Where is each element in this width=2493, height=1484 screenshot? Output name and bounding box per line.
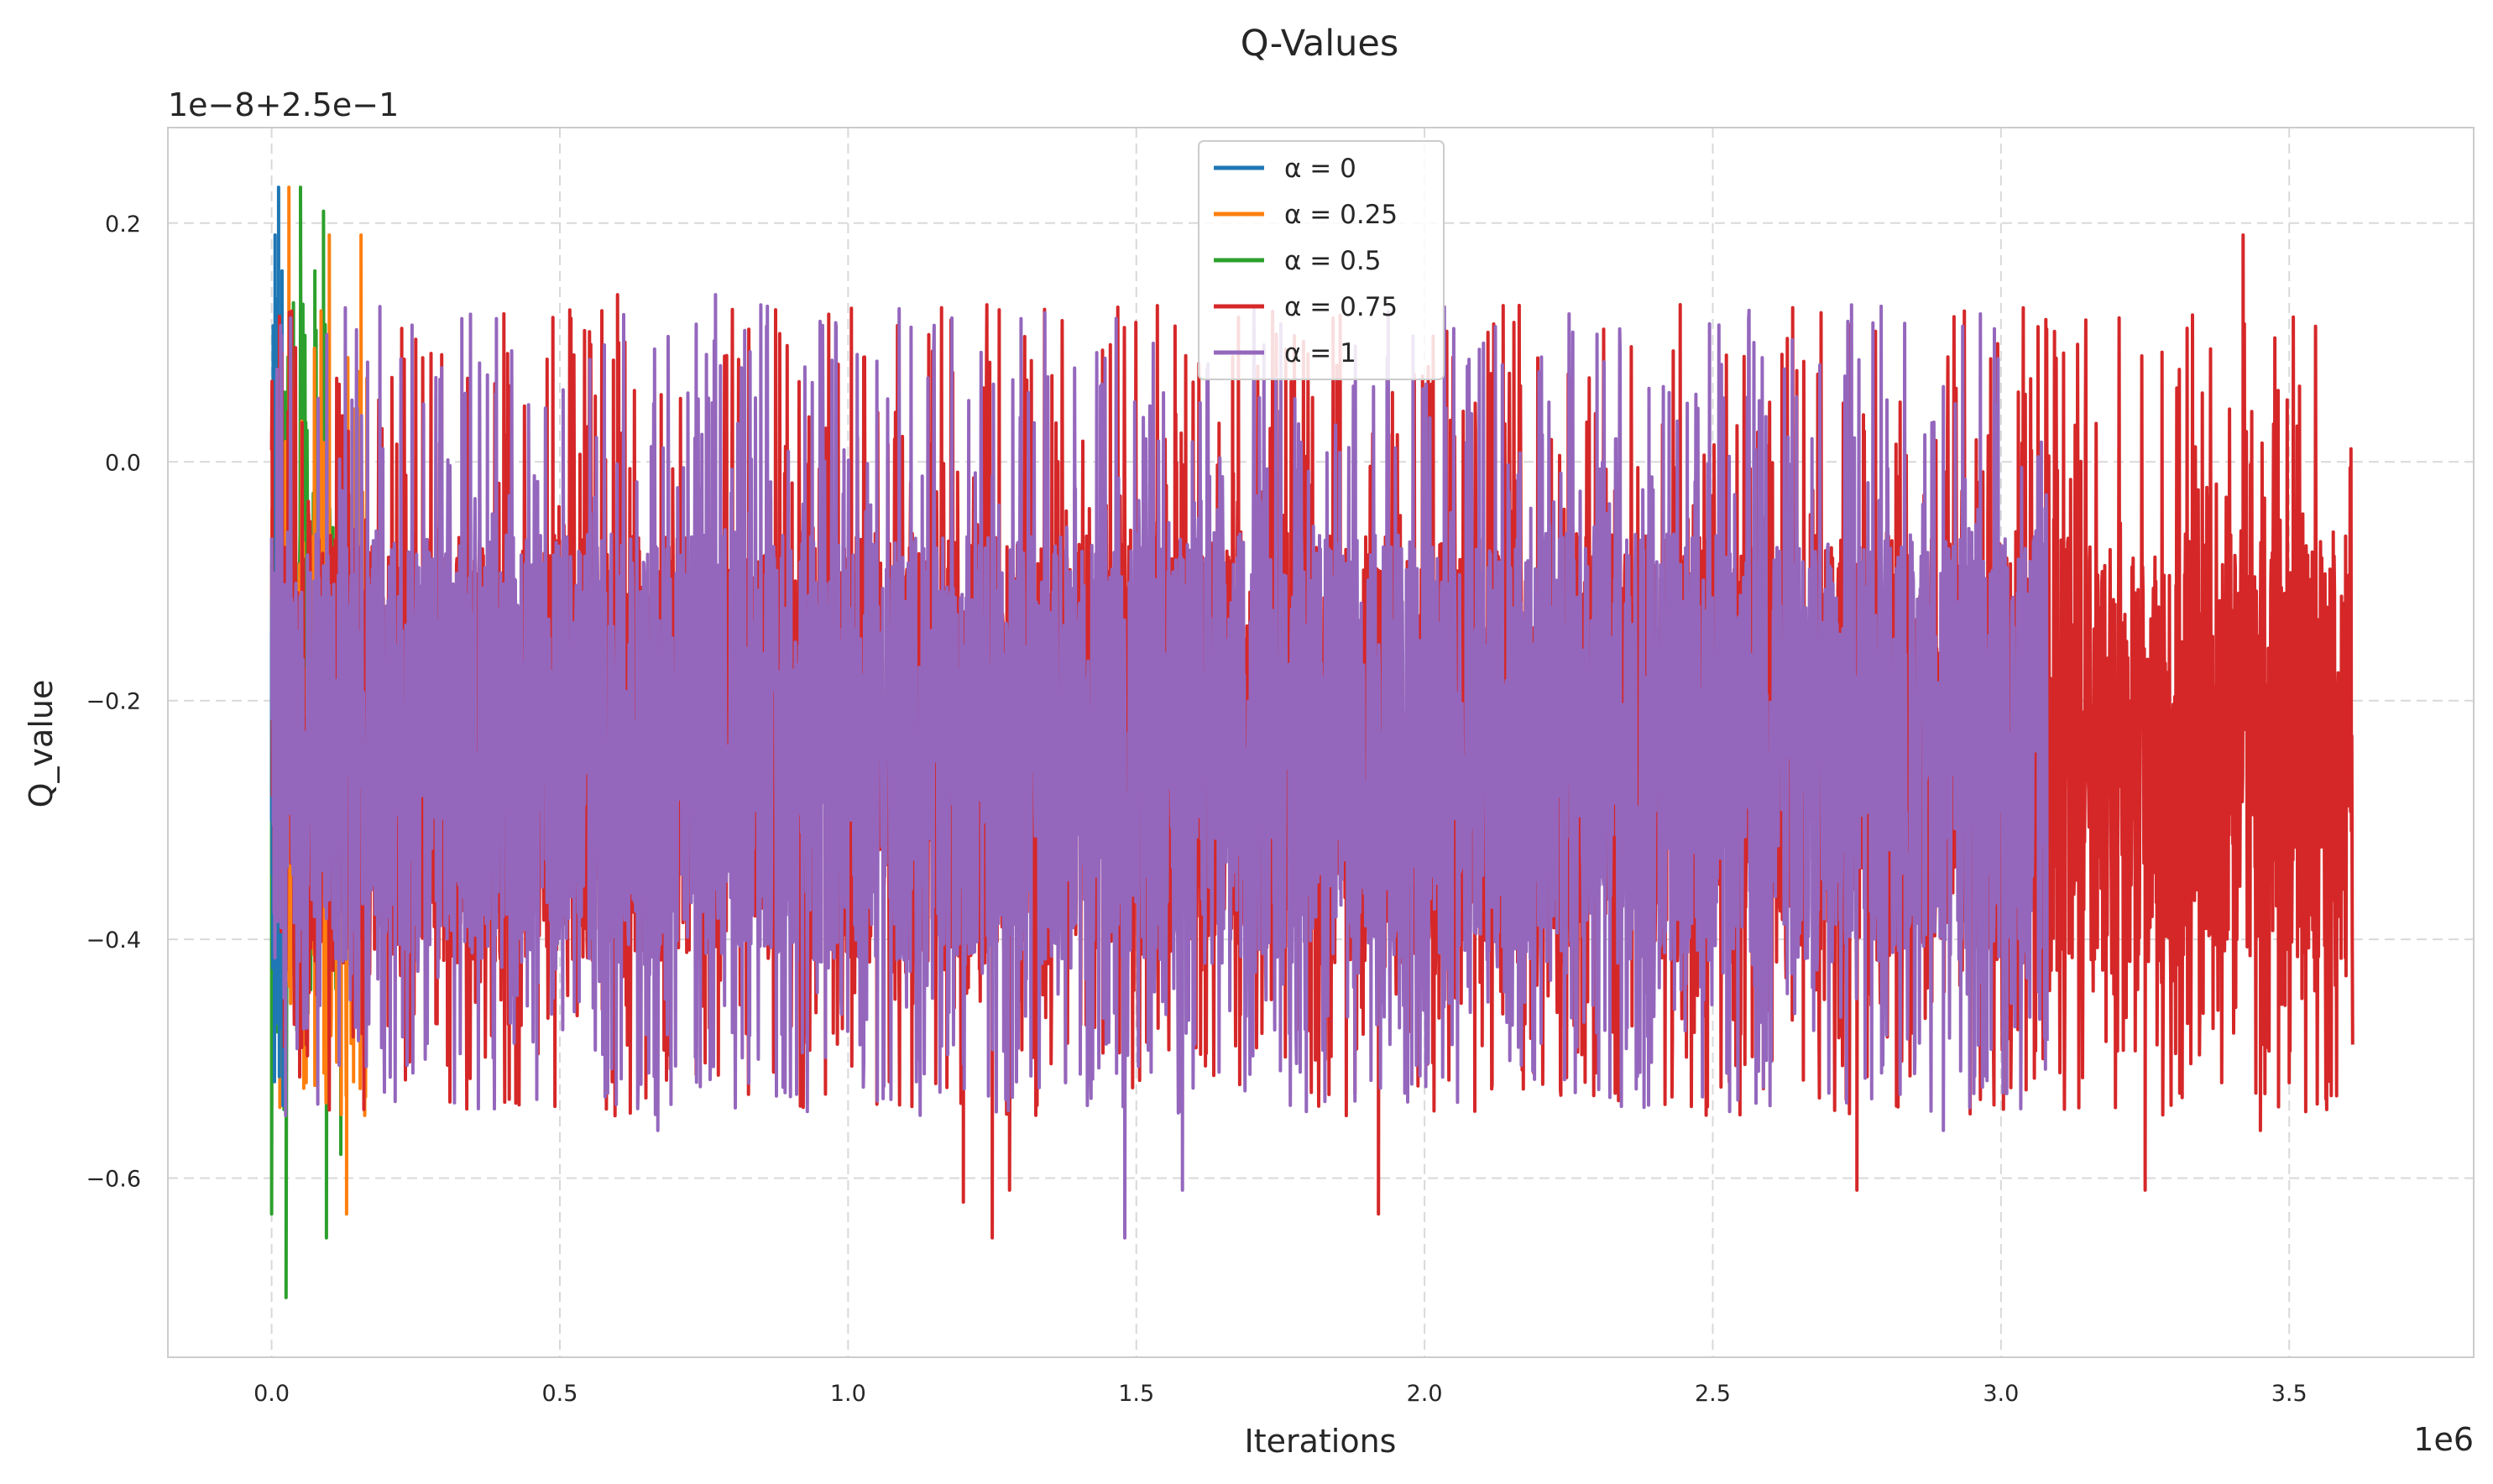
y-offset-text: 1e−8+2.5e−1: [168, 86, 399, 123]
legend-label-1: α = 0.25: [1284, 200, 1398, 230]
x-tick-label: 3.5: [2271, 1381, 2307, 1407]
x-offset-text: 1e6: [2413, 1421, 2474, 1458]
x-tick-label: 2.0: [1407, 1381, 1443, 1407]
x-tick-label: 1.5: [1118, 1381, 1154, 1407]
legend-label-4: α = 1: [1284, 338, 1356, 368]
x-tick-label: 3.0: [1983, 1381, 2019, 1407]
y-tick-label: −0.2: [86, 689, 141, 715]
legend: α = 0 α = 0.25 α = 0.5 α = 0.75 α = 1: [1198, 140, 1445, 380]
chart-title: Q-Values: [1241, 23, 1399, 65]
x-tick-label: 0.0: [253, 1381, 290, 1407]
legend-box: [1198, 140, 1445, 380]
y-tick-label: 0.2: [105, 212, 141, 238]
y-tick-label: −0.4: [86, 928, 141, 954]
y-tick-label: 0.0: [105, 450, 141, 476]
x-axis-label: Iterations: [1245, 1423, 1397, 1460]
legend-label-2: α = 0.5: [1284, 246, 1381, 276]
x-tick-labels: 0.0 0.5 1.0 1.5 2.0 2.5 3.0 3.5: [253, 1381, 2307, 1407]
y-tick-labels: 0.2 0.0 −0.2 −0.4 −0.6: [86, 212, 141, 1193]
legend-label-3: α = 0.75: [1284, 292, 1398, 322]
x-tick-label: 2.5: [1695, 1381, 1731, 1407]
x-tick-label: 0.5: [542, 1381, 578, 1407]
legend-label-0: α = 0: [1284, 154, 1356, 184]
x-tick-label: 1.0: [830, 1381, 866, 1407]
y-axis-label: Q_value: [23, 680, 60, 808]
series-line-4: [269, 293, 2049, 1240]
series-layer: [269, 186, 2354, 1299]
y-tick-label: −0.6: [86, 1167, 141, 1193]
plot-frame: [167, 127, 2475, 1358]
